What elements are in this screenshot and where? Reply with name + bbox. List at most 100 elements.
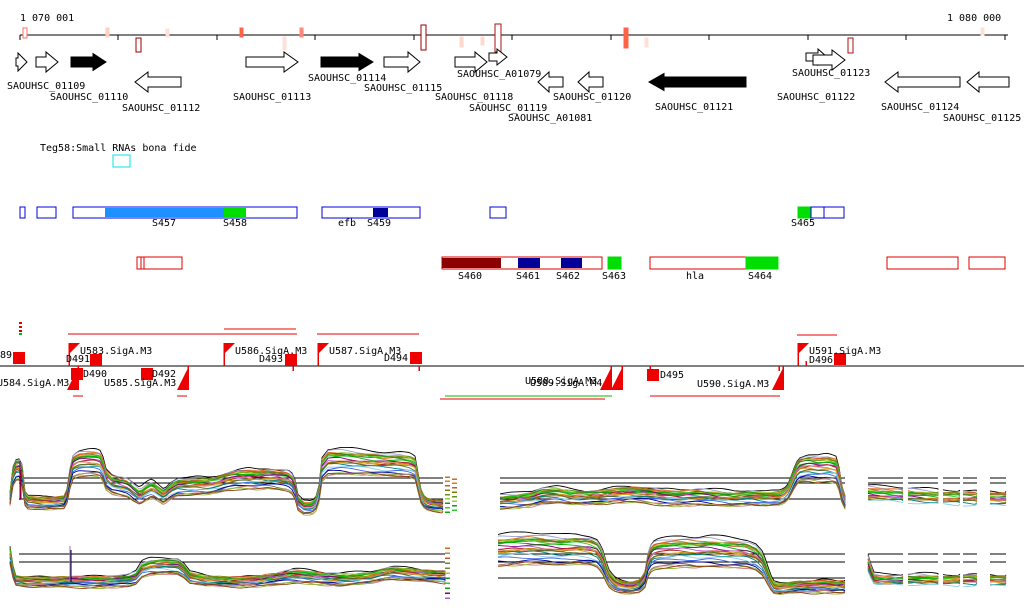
promoter-flag-down[interactable] — [611, 368, 622, 390]
coverage-bar — [165, 28, 170, 38]
terminator-box[interactable] — [13, 352, 25, 364]
gene-arrow[interactable] — [383, 50, 421, 74]
srna-blue-box[interactable] — [823, 206, 845, 219]
expression-curve — [942, 584, 961, 587]
gene-arrow[interactable] — [812, 48, 846, 72]
terminator-box[interactable] — [71, 368, 83, 380]
expression-curve — [9, 448, 444, 504]
terminator-label: D490 — [83, 369, 108, 380]
srna-blue-label: S458 — [223, 218, 248, 229]
promoter-label: U583.SigA.M3 — [80, 346, 153, 357]
expression-curve — [962, 499, 978, 502]
gene-label: SAOUHSC_01124 — [881, 102, 960, 113]
terminator-label: D492 — [152, 369, 177, 380]
expression-curve — [907, 502, 939, 505]
srna-blue-box[interactable] — [810, 206, 825, 219]
expression-curve — [9, 469, 444, 514]
coverage-bar — [459, 36, 464, 48]
srna-blue-box[interactable] — [19, 206, 26, 219]
terminator-box[interactable] — [834, 353, 846, 365]
gene-arrow[interactable] — [577, 70, 604, 94]
expression-curve — [942, 582, 961, 585]
expression-curve — [942, 503, 961, 507]
terminator-box[interactable] — [90, 354, 102, 366]
promoter-flag-up[interactable] — [318, 343, 329, 354]
coverage-bar — [420, 24, 427, 51]
promoter-flag-up[interactable] — [798, 343, 809, 354]
srna-blue-label: S465 — [791, 218, 816, 229]
coverage-bar — [135, 37, 142, 53]
expression-curve — [499, 471, 846, 504]
expression-curve — [962, 494, 978, 497]
gene-label: SAOUHSC_01123 — [792, 68, 871, 79]
gene-arrow[interactable] — [647, 72, 747, 92]
gene-arrow[interactable] — [134, 70, 182, 94]
srna-red-box[interactable] — [968, 256, 1006, 270]
promoter-flag-down[interactable] — [772, 368, 783, 390]
gene-arrow[interactable] — [15, 51, 28, 73]
expression-curve — [989, 499, 1007, 504]
gene-arrow[interactable] — [884, 70, 961, 94]
expression-curve — [499, 480, 846, 510]
promoter-label: U584.SigA.M3 — [0, 378, 70, 389]
terminator-label: D495 — [660, 370, 685, 381]
srna-red-box[interactable] — [649, 256, 747, 270]
expression-curve — [962, 575, 978, 578]
srna-red-box[interactable] — [745, 256, 779, 270]
gene-label: SAOUHSC_01118 — [435, 92, 514, 103]
gene-arrow[interactable] — [35, 50, 59, 74]
gene-arrow[interactable] — [488, 47, 508, 67]
gene-arrow[interactable] — [245, 51, 299, 73]
expression-curve — [963, 503, 978, 507]
srna-note-label: Teg58:Small RNAs bona fide — [40, 143, 197, 154]
promoter-flag-up[interactable] — [224, 343, 235, 354]
expression-curve — [942, 579, 961, 583]
gene-arrow[interactable] — [537, 70, 564, 94]
coverage-bar — [299, 27, 304, 38]
expression-curve — [9, 564, 446, 589]
promoter-flag-down[interactable] — [177, 368, 188, 390]
expression-curve — [867, 490, 904, 495]
srna-blue-segment — [224, 208, 246, 217]
gene-arrow[interactable] — [320, 52, 374, 72]
expression-curve — [497, 552, 846, 592]
terminator-box[interactable] — [647, 369, 659, 381]
expression-curve — [962, 502, 978, 505]
promoter-flag-down[interactable] — [600, 368, 611, 390]
expression-curve — [499, 471, 846, 505]
srna-blue-box[interactable] — [321, 206, 421, 219]
coverage-bar — [494, 23, 502, 53]
gene-label: SAOUHSC_A01079 — [457, 69, 542, 80]
sig-dot — [19, 333, 22, 335]
expression-curve — [989, 492, 1006, 496]
expression-curve — [497, 556, 846, 594]
srna-blue-box[interactable] — [797, 206, 812, 219]
srna-box[interactable] — [112, 154, 131, 168]
terminator-box[interactable] — [141, 368, 153, 380]
srna-red-segment — [518, 258, 540, 268]
gene-label: SAOUHSC_01122 — [777, 92, 856, 103]
expression-curve — [9, 472, 444, 515]
expression-curve — [962, 584, 978, 588]
srna-red-box[interactable] — [136, 256, 183, 270]
srna-red-box[interactable] — [886, 256, 959, 270]
promoter-flag-up[interactable] — [69, 343, 80, 354]
coverage-bar — [644, 37, 649, 48]
ruler-end-label: 1 080 000 — [947, 13, 1002, 24]
srna-red-segment — [442, 258, 501, 268]
srna-blue-box[interactable] — [36, 206, 57, 219]
srna-red-label: S464 — [748, 271, 773, 282]
srna-red-box[interactable] — [607, 256, 622, 270]
expression-curve — [942, 576, 961, 579]
gene-arrow[interactable] — [70, 52, 107, 72]
terminator-box[interactable] — [410, 352, 422, 364]
expression-curve — [989, 499, 1007, 502]
promoter-label: U591.SigA.M3 — [809, 346, 882, 357]
terminator-box[interactable] — [285, 354, 297, 366]
srna-blue-box[interactable] — [489, 206, 507, 219]
expression-curve — [989, 580, 1007, 583]
gene-label: SAOUHSC_01119 — [469, 103, 548, 114]
gene-arrow[interactable] — [966, 70, 1010, 94]
gene-arrow[interactable] — [454, 50, 488, 74]
